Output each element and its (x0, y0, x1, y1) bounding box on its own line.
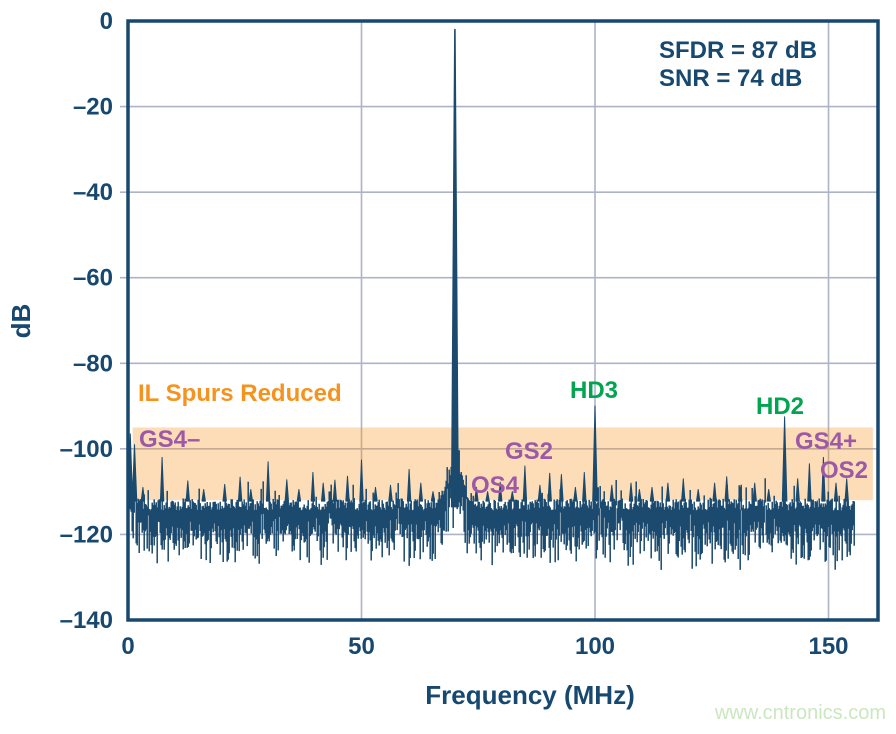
axis-tick-labels: 0 –20 –40 –60 –80 –100 –120 –140 0 50 100 150 (60, 8, 849, 660)
y-tick-label: 0 (100, 8, 113, 35)
spectrum-trace (127, 28, 855, 570)
x-tick-label: 150 (808, 633, 848, 660)
y-tick-label: –60 (73, 265, 113, 292)
watermark: www.cntronics.com (714, 702, 886, 724)
y-axis-title: dB (6, 304, 36, 339)
x-axis-title: Frequency (MHz) (425, 680, 634, 710)
spur-label-OS2: OS2 (820, 457, 868, 484)
sfdr-annotation: SFDR = 87 dB (659, 37, 817, 64)
snr-annotation: SNR = 74 dB (659, 65, 802, 92)
x-tick-label: 100 (575, 633, 615, 660)
spur-labels: GS4– OS4 GS2 HD3 HD2 GS4+OS2 (139, 377, 868, 499)
y-tick-label: –100 (60, 436, 113, 463)
band-label: IL Spurs Reduced (138, 380, 342, 407)
spur-label-HD3: HD3 (570, 377, 618, 404)
plot-frame (126, 19, 880, 622)
spur-label-GS4: GS4– (139, 426, 200, 453)
spur-label-GS4: GS4+ (795, 428, 857, 455)
il-spurs-highlight-band (132, 427, 873, 501)
y-tick-label: –120 (60, 521, 113, 548)
spur-peaks (127, 405, 849, 502)
y-tick-label: –140 (60, 607, 113, 634)
x-tick-label: 0 (121, 633, 134, 660)
x-tick-label: 50 (348, 633, 375, 660)
y-tick-label: –80 (73, 350, 113, 377)
fundamental-tone (450, 28, 459, 508)
spur-label-HD2: HD2 (756, 393, 804, 420)
y-tick-label: –20 (73, 94, 113, 121)
spur-label-OS4: OS4 (471, 472, 520, 499)
spur-label-GS2: GS2 (505, 438, 553, 465)
y-tick-label: –40 (73, 179, 113, 206)
